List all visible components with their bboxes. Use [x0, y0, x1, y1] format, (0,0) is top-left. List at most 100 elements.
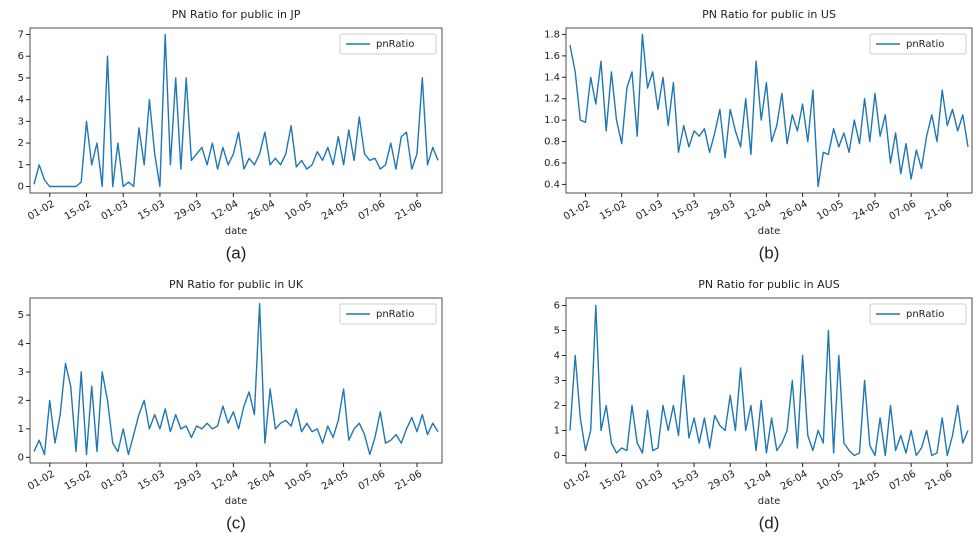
- plot-frame: [29, 27, 443, 194]
- plot-frame: [565, 297, 973, 464]
- x-tick-label: 01-03: [100, 469, 131, 493]
- x-axis-label: date: [758, 496, 781, 507]
- x-tick-label: 15-02: [598, 469, 629, 493]
- y-tick-label: 0: [18, 181, 24, 192]
- x-tick-label: 07-06: [887, 199, 918, 223]
- legend-label: pnRatio: [906, 309, 944, 320]
- panel-caption: (b): [759, 243, 780, 262]
- x-tick-label: 15-03: [670, 199, 701, 223]
- y-tick-label: 2: [18, 138, 24, 149]
- x-tick-label: 24-05: [320, 199, 351, 223]
- x-tick-label: 12-04: [743, 469, 774, 493]
- x-tick-label: 15-02: [63, 199, 94, 223]
- legend-label: pnRatio: [376, 309, 414, 320]
- x-tick-label: 15-02: [63, 469, 94, 493]
- data-line: [569, 304, 969, 457]
- y-tick-label: 1.4: [544, 72, 560, 83]
- x-tick-label: 10-05: [815, 199, 846, 223]
- x-tick-label: 15-02: [598, 199, 629, 223]
- plot-frame: [29, 297, 443, 464]
- y-tick-label: 5: [18, 310, 24, 321]
- panel-caption: (a): [226, 243, 247, 262]
- x-tick-label: 01-02: [26, 199, 57, 223]
- x-tick-label: 01-03: [634, 199, 665, 223]
- x-tick-label: 29-03: [707, 469, 738, 493]
- x-tick-label: 21-06: [924, 199, 955, 223]
- chart-title: PN Ratio for public in JP: [172, 8, 301, 21]
- legend-box: [339, 303, 437, 325]
- x-tick-label: 21-06: [924, 469, 955, 493]
- y-tick-label: 4: [18, 95, 24, 106]
- x-tick-label: 24-05: [320, 469, 351, 493]
- legend-label: pnRatio: [376, 39, 414, 50]
- x-tick-label: 15-03: [136, 199, 167, 223]
- y-tick-label: 0.4: [544, 179, 560, 190]
- x-axis-label: date: [758, 226, 781, 237]
- legend-box: [339, 33, 437, 55]
- x-tick-label: 24-05: [851, 469, 882, 493]
- y-tick-label: 1: [18, 424, 24, 435]
- x-tick-label: 21-06: [393, 199, 424, 223]
- x-tick-label: 29-03: [173, 469, 204, 493]
- y-tick-label: 3: [18, 116, 24, 127]
- chart-title: PN Ratio for public in US: [702, 8, 836, 21]
- chart-title: PN Ratio for public in AUS: [698, 278, 839, 291]
- y-tick-label: 2: [554, 401, 560, 412]
- x-tick-label: 26-04: [246, 469, 277, 493]
- x-tick-label: 15-03: [136, 469, 167, 493]
- panel-caption: (d): [759, 513, 780, 532]
- legend-label: pnRatio: [906, 39, 944, 50]
- y-tick-label: 1.6: [544, 51, 560, 62]
- y-tick-label: 0: [18, 452, 24, 463]
- y-tick-label: 1.0: [544, 115, 560, 126]
- x-tick-label: 01-03: [100, 199, 131, 223]
- chart-title: PN Ratio for public in UK: [169, 278, 304, 291]
- x-tick-label: 26-04: [779, 199, 810, 223]
- y-tick-label: 2: [18, 395, 24, 406]
- legend-box: [869, 33, 967, 55]
- x-tick-label: 10-05: [815, 469, 846, 493]
- x-tick-label: 01-03: [634, 469, 665, 493]
- data-line: [33, 33, 439, 188]
- legend-box: [869, 303, 967, 325]
- y-tick-label: 1.8: [544, 29, 560, 40]
- x-tick-label: 01-02: [26, 469, 57, 493]
- y-tick-label: 3: [18, 367, 24, 378]
- x-tick-label: 01-02: [562, 469, 593, 493]
- y-tick-label: 3: [554, 376, 560, 387]
- x-tick-label: 26-04: [779, 469, 810, 493]
- x-tick-label: 29-03: [707, 199, 738, 223]
- y-tick-label: 1: [18, 160, 24, 171]
- x-tick-label: 07-06: [357, 469, 388, 493]
- x-tick-label: 01-02: [562, 199, 593, 223]
- x-tick-label: 24-05: [851, 199, 882, 223]
- plot-frame: [565, 27, 973, 194]
- x-tick-label: 29-03: [173, 199, 204, 223]
- x-tick-label: 12-04: [210, 199, 241, 223]
- x-axis-label: date: [225, 226, 248, 237]
- data-line: [33, 303, 439, 456]
- x-tick-label: 15-03: [670, 469, 701, 493]
- y-tick-label: 0.8: [544, 137, 560, 148]
- y-tick-label: 4: [554, 351, 560, 362]
- y-tick-label: 5: [18, 73, 24, 84]
- y-tick-label: 0: [554, 451, 560, 462]
- x-axis-label: date: [225, 496, 248, 507]
- y-tick-label: 6: [18, 51, 24, 62]
- y-tick-label: 4: [18, 339, 24, 350]
- x-tick-label: 07-06: [887, 469, 918, 493]
- y-tick-label: 6: [554, 301, 560, 312]
- x-tick-label: 12-04: [743, 199, 774, 223]
- y-tick-label: 5: [554, 326, 560, 337]
- x-tick-label: 10-05: [283, 469, 314, 493]
- y-tick-label: 1: [554, 426, 560, 437]
- y-tick-label: 7: [18, 30, 24, 41]
- data-line: [569, 33, 969, 188]
- x-tick-label: 26-04: [246, 199, 277, 223]
- y-tick-label: 1.2: [544, 94, 560, 105]
- x-tick-label: 10-05: [283, 199, 314, 223]
- x-tick-label: 12-04: [210, 469, 241, 493]
- x-tick-label: 07-06: [357, 199, 388, 223]
